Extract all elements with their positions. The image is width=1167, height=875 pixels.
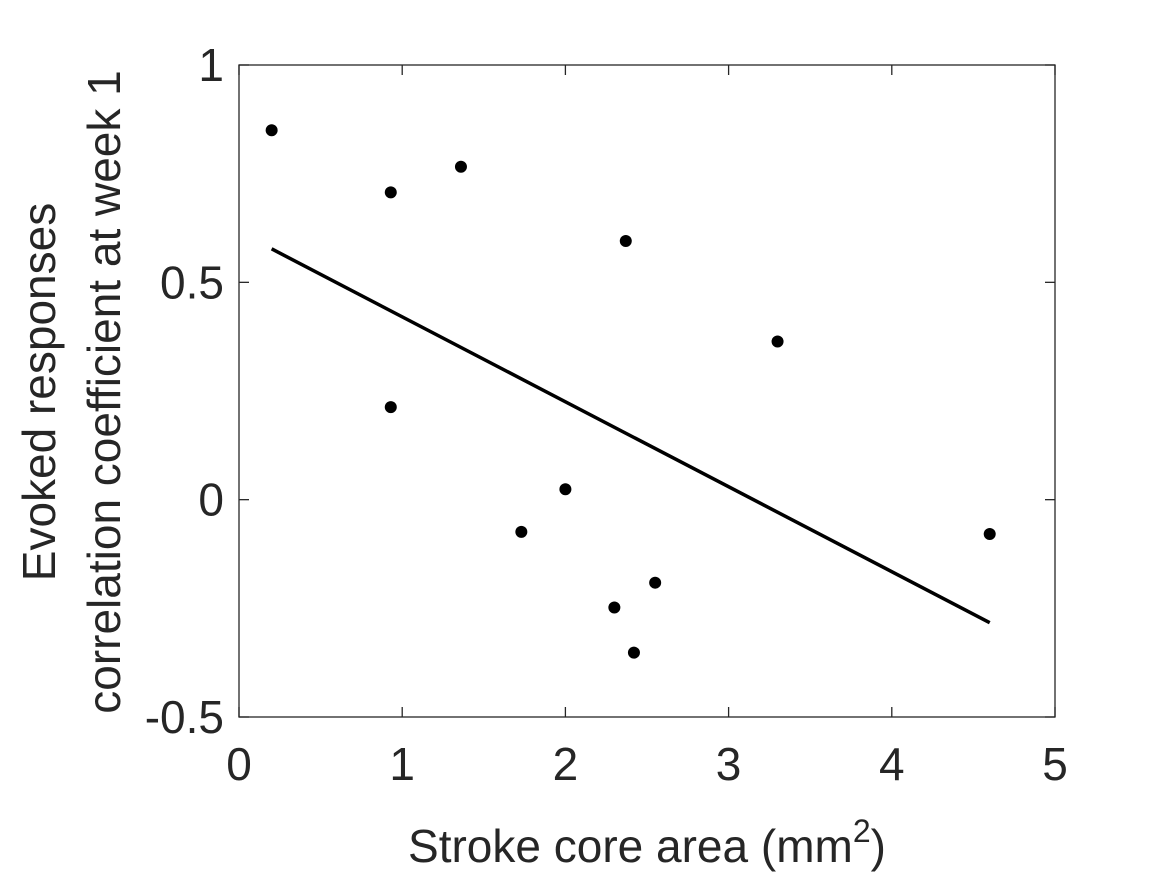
- x-tick-label: 1: [389, 738, 415, 790]
- data-point: [983, 528, 996, 541]
- x-axis-title-suffix: ): [871, 820, 886, 872]
- x-tick-label: 4: [879, 738, 905, 790]
- plot-area: [238, 64, 1056, 718]
- data-point: [649, 576, 662, 589]
- y-axis-title: Evoked responses correlation coefficient…: [13, 70, 130, 714]
- y-axis-title-line-2: correlation coefficient at week 1: [78, 70, 130, 714]
- data-point: [559, 483, 572, 496]
- data-point: [619, 235, 632, 248]
- y-tick-label: 1: [198, 39, 224, 91]
- y-tick-label: 0.5: [160, 256, 224, 308]
- data-point: [265, 124, 278, 137]
- data-point: [454, 160, 467, 173]
- data-point: [608, 601, 621, 614]
- data-point: [384, 186, 397, 199]
- data-point: [384, 401, 397, 414]
- x-tick-labels: 0 1 2 3 4 5: [226, 738, 1068, 790]
- x-tick-label: 2: [553, 738, 579, 790]
- y-tick-labels: -0.5 0 0.5 1: [145, 39, 224, 743]
- y-tick-label: -0.5: [145, 691, 224, 743]
- data-point: [627, 646, 640, 659]
- regression-line: [270, 247, 991, 625]
- data-point: [771, 335, 784, 348]
- x-tick-label: 5: [1042, 738, 1068, 790]
- x-tick-label: 0: [226, 738, 252, 790]
- x-tick-label: 3: [716, 738, 742, 790]
- data-points: [265, 124, 996, 659]
- x-axis-title-superscript: 2: [853, 813, 871, 849]
- data-point: [515, 525, 528, 538]
- ticks-group: [238, 64, 1056, 718]
- y-tick-label: 0: [198, 474, 224, 526]
- x-axis-title: Stroke core area (mm2): [408, 813, 886, 872]
- y-axis-title-line-1: Evoked responses: [13, 203, 65, 581]
